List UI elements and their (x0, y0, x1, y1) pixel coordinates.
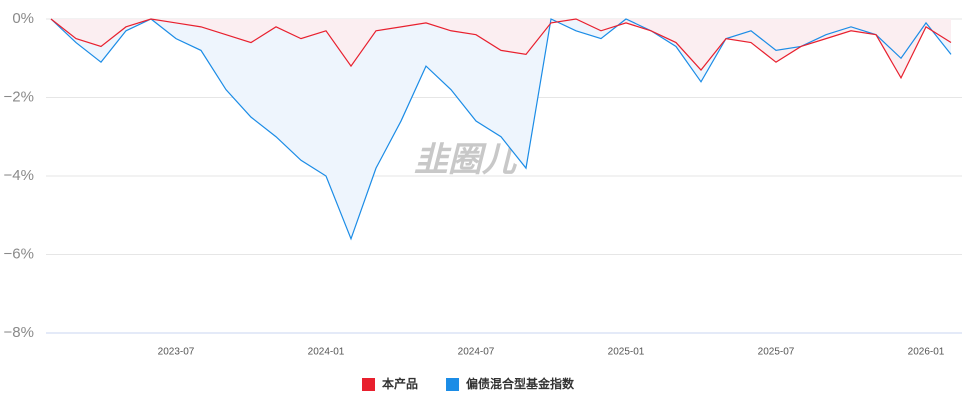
x-tick-label: 2025-01 (608, 347, 645, 358)
x-tick-label: 2024-07 (458, 347, 495, 358)
legend-label: 本产品 (382, 376, 418, 391)
legend-label: 偏债混合型基金指数 (466, 376, 575, 391)
watermark: 韭圈儿 (414, 141, 517, 179)
y-tick-label: −8% (4, 324, 34, 341)
legend-swatch (446, 378, 460, 391)
y-tick-label: −4% (4, 167, 34, 184)
x-tick-label: 2025-07 (758, 347, 795, 358)
area (51, 19, 951, 78)
legend-swatch (362, 378, 375, 391)
area (51, 19, 951, 239)
x-tick-label: 2024-01 (308, 347, 345, 358)
line (50, 18, 952, 80)
y-tick-label: −6% (4, 245, 34, 262)
x-tick-label: 2023-07 (158, 347, 195, 358)
y-tick-label: −2% (4, 88, 34, 105)
x-tick-label: 2026-01 (908, 347, 945, 358)
y-tick-label: 0% (12, 10, 34, 27)
